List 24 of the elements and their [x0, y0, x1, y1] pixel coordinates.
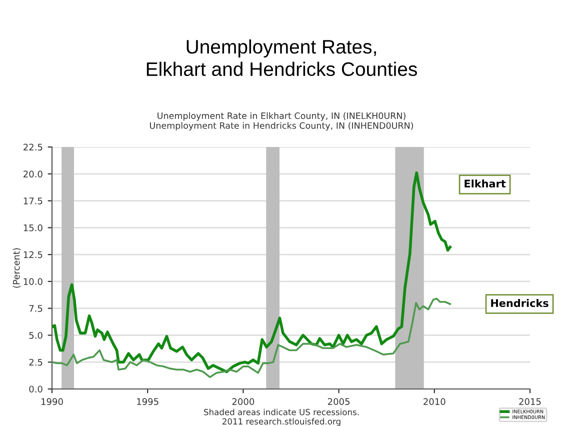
x-tick-label: 2005 — [328, 398, 350, 406]
y-tick-label: 5.0 — [29, 332, 42, 339]
y-tick-label: 12.5 — [24, 251, 42, 258]
x-tick-label: 2010 — [424, 398, 446, 406]
y-tick-label: 17.5 — [24, 198, 42, 204]
annotation: Elkhart — [464, 179, 506, 188]
line-series — [52, 298, 451, 378]
chart-subtitle: Unemployment Rate in Elkhart County, IN (INELKH0URN) Unemployment Rate in Hendricks County, IN (INHEND0URN) — [150, 112, 414, 131]
x-tick-label: 1995 — [137, 398, 158, 406]
x-tick-label: 2000 — [232, 398, 254, 406]
y-tick-label: 22.5 — [24, 144, 42, 151]
y-tick-label: 7.5 — [29, 305, 42, 312]
chart-title: Unemployment Rates, Elkhart and Hendricks Counties — [146, 39, 417, 76]
y-tick-label: 0.0 — [29, 386, 42, 393]
text: Shaded areas indicate US recessions. 2011 research.stlouisfed.org — [204, 408, 359, 426]
y-tick-label: 2.5 — [29, 358, 42, 366]
y-axis-title: (Percent) — [12, 248, 21, 288]
x-tick-label: 2015 — [519, 398, 541, 406]
annotation: Hendricks — [491, 298, 548, 308]
y-tick-label: 10.0 — [24, 278, 42, 286]
y-tick-label: 20.0 — [24, 170, 42, 178]
x-tick-label: 1990 — [42, 398, 63, 406]
y-tick-label: 15.0 — [24, 224, 42, 232]
line-series — [52, 171, 452, 374]
